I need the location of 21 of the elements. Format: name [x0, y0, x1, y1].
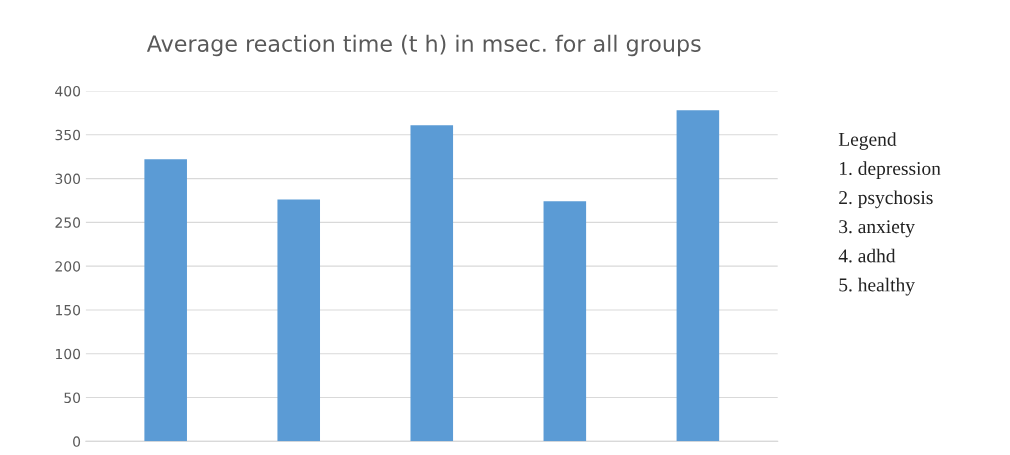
- text: 4. adhd: [838, 248, 896, 263]
- text: 2. psychosis: [839, 190, 933, 209]
- bar: [543, 201, 587, 442]
- y-tick-label: 150: [56, 304, 81, 316]
- y-tick-label: 50: [64, 392, 81, 404]
- y-tick-label: 400: [55, 85, 81, 97]
- bar: [277, 199, 321, 442]
- y-tick-label: 250: [55, 217, 81, 228]
- chart-title: Average reaction time (t h) in msec. for all groups: [146, 34, 701, 57]
- y-tick-label: 350: [55, 129, 81, 141]
- y-tick-label: 200: [55, 261, 81, 272]
- text: 5. healthy: [839, 277, 915, 296]
- text: Legend: [838, 132, 897, 150]
- y-tick-label: 300: [55, 173, 81, 185]
- y-tick-label: 100: [56, 348, 81, 360]
- bar: [676, 110, 720, 442]
- text: 3. anxiety: [839, 220, 915, 238]
- bar: [410, 125, 454, 442]
- bar: [144, 159, 187, 442]
- y-tick-label: 0: [73, 436, 81, 447]
- text: 1. depression: [840, 161, 941, 179]
